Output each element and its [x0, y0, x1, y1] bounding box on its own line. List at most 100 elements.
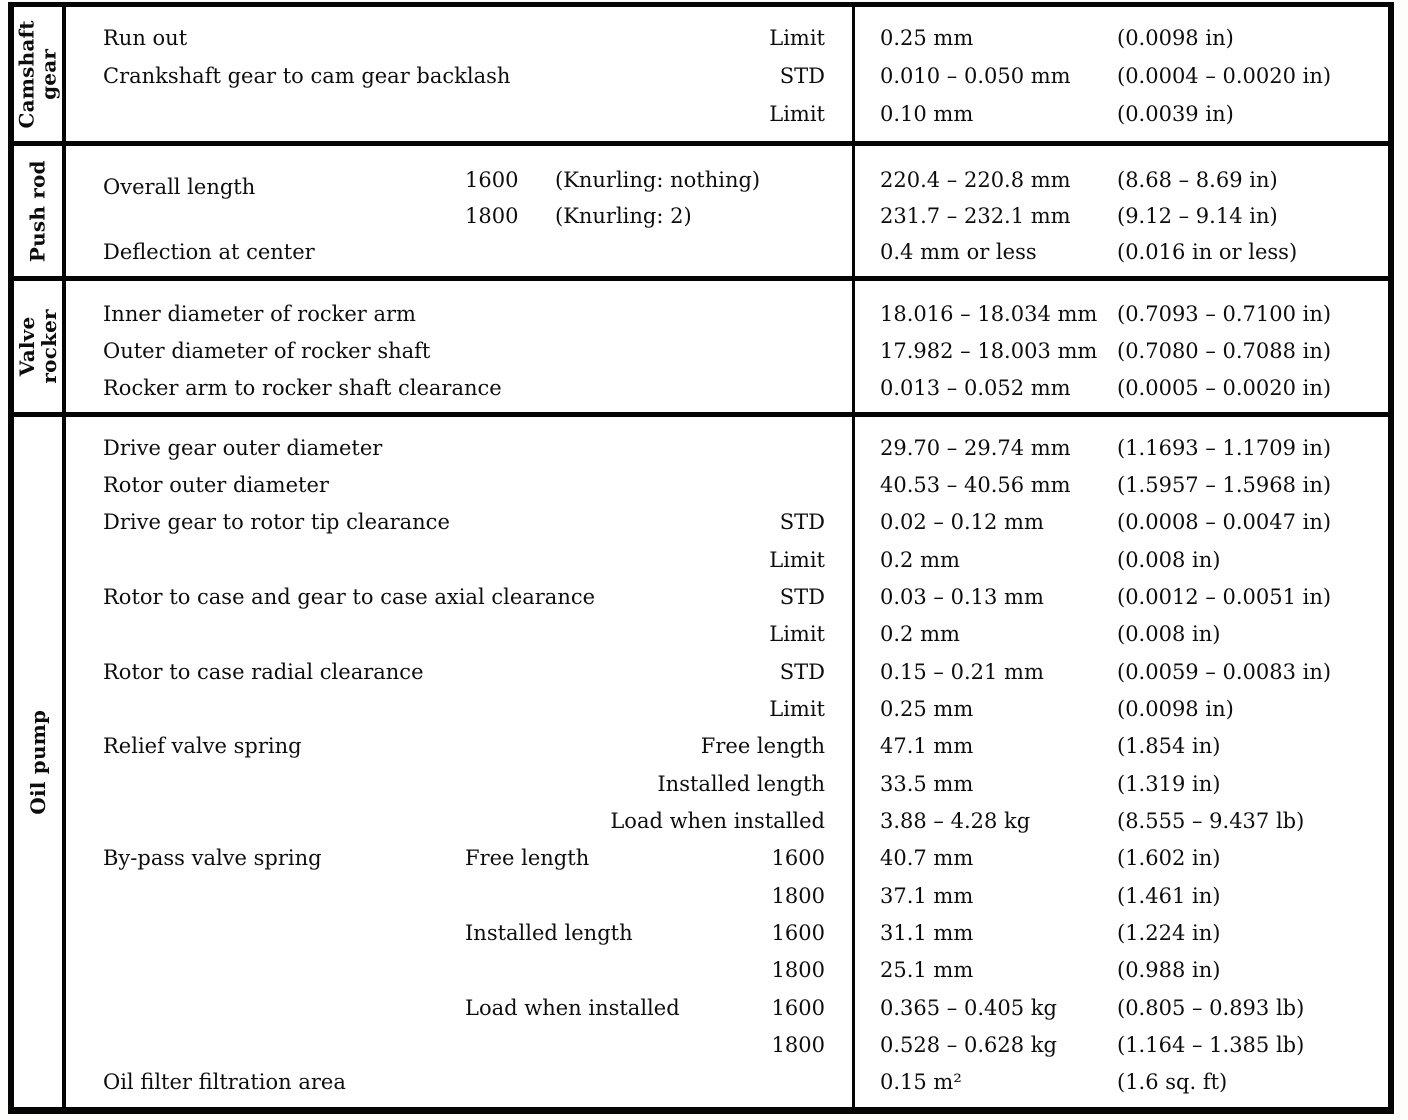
section-rows-oil-pump: Drive gear outer diameter 29.70 – 29.74 m…: [66, 417, 1388, 1107]
spec-row-values: 0.365 – 0.405 kg (0.805 – 0.893 lb): [855, 989, 1388, 1026]
metric-value: 37.1 mm: [880, 883, 974, 908]
spec-row-values: 18.016 – 18.034 mm (0.7093 – 0.7100 in): [855, 295, 1388, 332]
spec-row: Run out Limit 0.25 mm (0.0098 in): [66, 19, 1388, 57]
imperial-value: (0.0059 – 0.0083 in): [1117, 659, 1332, 684]
spec-row-values: 47.1 mm (1.854 in): [855, 728, 1388, 765]
sub-label: 1600: [465, 168, 519, 192]
imperial-value: (0.008 in): [1117, 547, 1221, 572]
metric-value: 0.013 – 0.052 mm: [880, 375, 1071, 400]
spec-row-left: Oil filter filtration area: [66, 1064, 855, 1101]
spec-row-values: 0.03 – 0.13 mm (0.0012 – 0.0051 in): [855, 578, 1388, 615]
metric-value: 33.5 mm: [880, 771, 974, 796]
qualifier-label: Limit: [769, 26, 825, 50]
qualifier-label: STD: [779, 64, 825, 88]
imperial-value: (1.1693 – 1.1709 in): [1117, 435, 1332, 460]
spec-row: Limit 0.2 mm (0.008 in): [66, 541, 1388, 578]
spec-row-values: 0.010 – 0.050 mm (0.0004 – 0.0020 in): [855, 57, 1388, 95]
spec-row-left: Limit: [66, 690, 855, 727]
imperial-value: (0.0039 in): [1117, 102, 1234, 126]
metric-value: 0.03 – 0.13 mm: [880, 584, 1044, 609]
qualifier-label: Free length: [700, 734, 825, 759]
metric-value: 0.2 mm: [880, 547, 960, 572]
imperial-value: (0.0004 – 0.0020 in): [1117, 64, 1332, 88]
spec-row: Rotor outer diameter 40.53 – 40.56 mm (1.5…: [66, 466, 1388, 503]
spec-item-label: Overall length: [103, 175, 256, 199]
spec-item-label: Drive gear outer diameter: [103, 435, 383, 460]
metric-value: 0.15 – 0.21 mm: [880, 659, 1044, 684]
qualifier-label: 1800: [771, 958, 825, 983]
spec-item-label: Rotor to case radial clearance: [103, 659, 424, 684]
spec-row: Load when installed 3.88 – 4.28 kg (8.555 …: [66, 802, 1388, 839]
section-valve-rocker: Valve rocker Inner diameter of rocker ar…: [14, 276, 1388, 412]
spec-item-label: Run out: [103, 26, 188, 50]
spec-row-values: 17.982 – 18.003 mm (0.7080 – 0.7088 in): [855, 332, 1388, 369]
imperial-value: (1.602 in): [1117, 846, 1221, 871]
section-label-column: Push rod: [14, 146, 66, 276]
section-title-camshaft-gear: Camshaft gear: [14, 19, 61, 129]
spec-row-left: By-pass valve spring Free length 1600: [66, 840, 855, 877]
spec-item-label: Oil filter filtration area: [103, 1070, 346, 1095]
metric-value: 0.15 m²: [880, 1070, 962, 1095]
qualifier-label: Limit: [769, 696, 825, 721]
qualifier-label: STD: [779, 659, 825, 684]
qualifier-label: Limit: [769, 547, 825, 572]
qualifier-label: 1600: [771, 920, 825, 945]
spec-row: Overall length 1600 (Knurling: nothing) 220…: [66, 162, 1388, 199]
imperial-value: (0.988 in): [1117, 958, 1221, 983]
qualifier-label: 1600: [771, 846, 825, 871]
spec-row-values: 220.4 – 220.8 mm (8.68 – 8.69 in): [855, 162, 1388, 198]
metric-value: 3.88 – 4.28 kg: [880, 808, 1031, 833]
spec-item-label: By-pass valve spring: [103, 846, 322, 871]
section-rows-push-rod: Overall length 1600 (Knurling: nothing) 220…: [66, 146, 1388, 276]
spec-row: 1800 (Knurling: 2) 231.7 – 232.1 mm (9.12 –…: [66, 198, 1388, 234]
spec-row: Inner diameter of rocker arm 18.016 – 18.…: [66, 295, 1388, 332]
spec-row: Installed length 33.5 mm (1.319 in): [66, 765, 1388, 802]
sub-label: Load when installed: [465, 995, 680, 1020]
spec-item-label: Relief valve spring: [103, 734, 302, 759]
metric-value: 0.25 mm: [880, 696, 974, 721]
metric-value: 40.7 mm: [880, 846, 974, 871]
spec-row-values: 0.528 – 0.628 kg (1.164 – 1.385 lb): [855, 1026, 1388, 1063]
imperial-value: (0.0012 – 0.0051 in): [1117, 584, 1332, 609]
imperial-value: (0.7080 – 0.7088 in): [1117, 338, 1332, 363]
spec-row-left: Load when installed 1600: [66, 989, 855, 1026]
qualifier-label: 1800: [771, 1032, 825, 1057]
spec-item-label: Crankshaft gear to cam gear backlash: [103, 64, 511, 88]
spec-table: Camshaft gear Run out Limit 0.25 mm (0.0098…: [8, 2, 1394, 1114]
spec-item-label: Rotor to case and gear to case axial cle…: [103, 584, 596, 609]
metric-value: 29.70 – 29.74 mm: [880, 435, 1071, 460]
spec-item-label: Rocker arm to rocker shaft clearance: [103, 375, 502, 400]
spec-item-label: Outer diameter of rocker shaft: [103, 338, 431, 363]
metric-value: 17.982 – 18.003 mm: [880, 338, 1098, 363]
spec-row-left: 1800: [66, 952, 855, 989]
sub-label: 1800: [465, 204, 519, 228]
spec-row: Load when installed 1600 0.365 – 0.405 kg (…: [66, 989, 1388, 1026]
spec-row-left: Installed length 1600: [66, 914, 855, 951]
spec-row-left: Rocker arm to rocker shaft clearance: [66, 369, 855, 406]
spec-row: Oil filter filtration area 0.15 m² (1.6 sq…: [66, 1064, 1388, 1101]
spec-row-left: Crankshaft gear to cam gear backlash STD: [66, 57, 855, 95]
spec-row-values: 40.53 – 40.56 mm (1.5957 – 1.5968 in): [855, 466, 1388, 503]
metric-value: 0.010 – 0.050 mm: [880, 64, 1071, 88]
qualifier-label: Limit: [769, 622, 825, 647]
spec-item-label: Deflection at center: [103, 240, 315, 264]
spec-row-values: 0.15 – 0.21 mm (0.0059 – 0.0083 in): [855, 653, 1388, 690]
spec-row: Rotor to case and gear to case axial cle…: [66, 578, 1388, 615]
spec-row: Rotor to case radial clearance STD 0.15 – …: [66, 653, 1388, 690]
spec-row: Limit 0.2 mm (0.008 in): [66, 616, 1388, 653]
spec-row-left: Deflection at center: [66, 234, 855, 270]
metric-value: 0.02 – 0.12 mm: [880, 510, 1044, 535]
spec-row-left: Load when installed: [66, 802, 855, 839]
imperial-value: (1.461 in): [1117, 883, 1221, 908]
spec-row-left: Rotor outer diameter: [66, 466, 855, 503]
spec-row-left: Drive gear to rotor tip clearance STD: [66, 504, 855, 541]
spec-row-values: 0.10 mm (0.0039 in): [855, 95, 1388, 133]
metric-value: 220.4 – 220.8 mm: [880, 168, 1071, 192]
spec-row-left: Limit: [66, 616, 855, 653]
imperial-value: (0.016 in or less): [1117, 240, 1298, 264]
sub-label: Free length: [465, 846, 590, 871]
spec-row-left: Limit: [66, 541, 855, 578]
section-title-push-rod: Push rod: [25, 160, 50, 262]
spec-row: By-pass valve spring Free length 1600 40.7 …: [66, 840, 1388, 877]
imperial-value: (0.0008 – 0.0047 in): [1117, 510, 1332, 535]
